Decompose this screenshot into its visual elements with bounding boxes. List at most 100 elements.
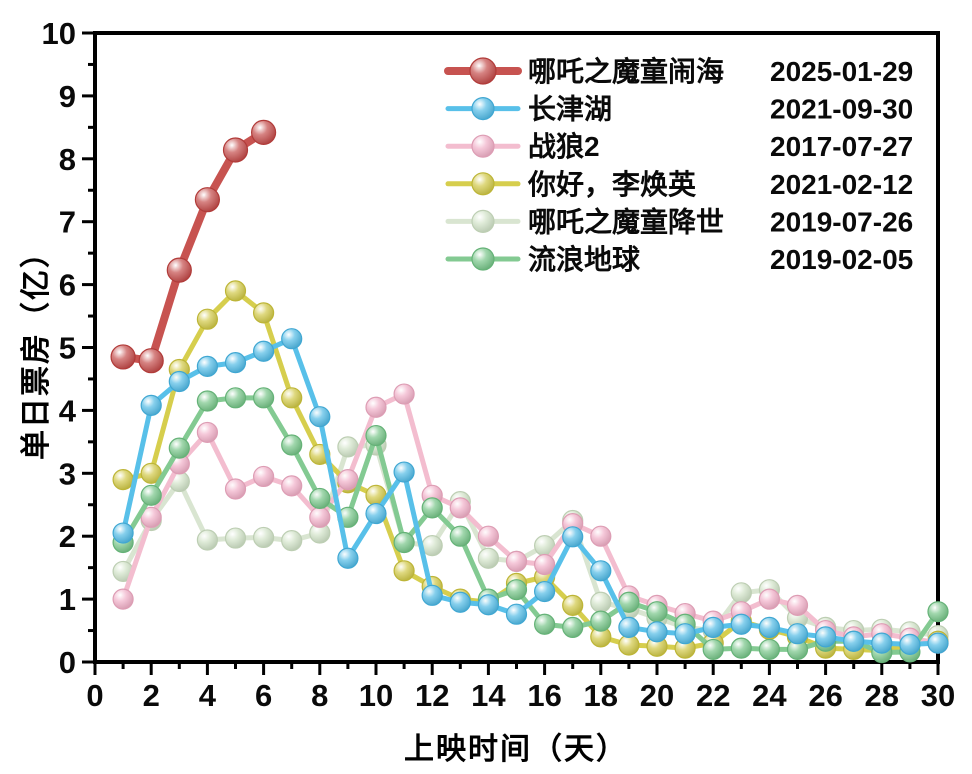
y-axis-ticks: 0 1 2 3 4 5 6 7 8 9 10 — [42, 16, 95, 680]
data-point-liulangdiqiu-day15 — [505, 579, 528, 601]
x-tick-label: 26 — [808, 678, 842, 713]
legend-date-liulangdiqiu: 2019-02-05 — [770, 244, 913, 275]
x-tick-label: 10 — [359, 678, 393, 713]
data-point-lihuanying-day19 — [618, 634, 640, 656]
data-point-zhanlang2-day9 — [337, 468, 359, 491]
data-point-zhanlang2-day8 — [309, 506, 331, 528]
data-point-changjinhu-day12 — [421, 584, 443, 606]
legend-item-lihuanying: 你好，李焕英 2021-02-12 — [445, 169, 913, 200]
data-point-changjinhu-day30 — [927, 632, 949, 654]
data-point-changjinhu-day29 — [899, 633, 921, 655]
series-nezha2 — [110, 119, 277, 374]
legend-label-liulangdiqiu: 流浪地球 — [528, 243, 641, 275]
legend-date-nezha1: 2019-07-26 — [770, 206, 913, 237]
legend-item-nezha2: 哪吒之魔童闹海 2025-01-29 — [444, 55, 913, 87]
data-point-changjinhu-day28 — [871, 632, 893, 654]
legend-marker-nezha2 — [469, 57, 497, 85]
legend-marker-lihuanying — [471, 172, 495, 196]
x-tick-label: 4 — [199, 678, 217, 713]
legend-label-lihuanying: 你好，李焕英 — [527, 169, 697, 200]
legend-item-zhanlang2: 战狼2 2017-07-27 — [445, 130, 913, 162]
data-point-changjinhu-day20 — [646, 621, 668, 643]
data-point-nezha1-day5 — [224, 527, 247, 549]
data-point-liulangdiqiu-day22 — [702, 638, 724, 661]
data-point-liulangdiqiu-day5 — [224, 387, 247, 409]
x-tick-label: 20 — [640, 678, 674, 713]
data-point-lihuanying-day6 — [253, 302, 275, 324]
y-tick-label: 8 — [59, 142, 76, 177]
x-axis-label: 上映时间（天） — [404, 733, 628, 766]
data-point-liulangdiqiu-day8 — [309, 487, 331, 510]
data-point-liulangdiqiu-day11 — [393, 531, 415, 554]
data-point-lihuanying-day4 — [196, 308, 218, 330]
y-tick-label: 6 — [59, 268, 76, 303]
data-point-changjinhu-day15 — [505, 603, 528, 625]
legend-marker-nezha1 — [471, 209, 495, 233]
x-tick-label: 14 — [471, 678, 506, 713]
data-point-changjinhu-day13 — [449, 591, 471, 613]
data-point-nezha1-day12 — [421, 535, 443, 557]
data-point-liulangdiqiu-day2 — [140, 484, 162, 506]
legend-label-changjinhu: 长津湖 — [528, 94, 612, 125]
data-point-lihuanying-day1 — [112, 468, 134, 491]
legend-item-changjinhu: 长津湖 2021-09-30 — [445, 94, 913, 125]
legend-date-zhanlang2: 2017-07-27 — [770, 131, 913, 162]
x-tick-label: 18 — [584, 678, 618, 713]
legend-label-nezha1: 哪吒之魔童降世 — [528, 205, 724, 237]
x-tick-label: 0 — [86, 678, 103, 713]
data-point-lihuanying-day7 — [281, 387, 303, 409]
x-tick-label: 6 — [255, 678, 272, 713]
data-point-lihuanying-day2 — [140, 462, 162, 484]
legend-date-nezha2: 2025-01-29 — [770, 56, 913, 87]
data-point-nezha2-day4 — [194, 187, 220, 213]
y-tick-label: 10 — [42, 16, 76, 51]
y-tick-label: 3 — [59, 456, 76, 491]
data-point-changjinhu-day21 — [674, 623, 696, 645]
legend-label-zhanlang2: 战狼2 — [528, 130, 600, 162]
series-nezha1 — [112, 434, 949, 647]
legend-label-nezha2: 哪吒之魔童闹海 — [528, 55, 724, 87]
data-point-nezha1-day14 — [477, 547, 499, 569]
data-point-changjinhu-day8 — [309, 406, 331, 428]
data-point-changjinhu-day11 — [393, 461, 415, 483]
data-point-changjinhu-day27 — [843, 630, 865, 652]
data-point-changjinhu-day14 — [477, 594, 499, 616]
y-tick-label: 2 — [59, 519, 76, 554]
x-tick-label: 24 — [752, 678, 787, 713]
data-point-zhanlang2-day10 — [365, 396, 387, 418]
y-tick-label: 7 — [59, 205, 76, 240]
data-point-liulangdiqiu-day7 — [281, 434, 303, 456]
series-line-liulangdiqiu — [120, 395, 941, 656]
legend-marker-changjinhu — [471, 96, 495, 121]
legend-date-lihuanying: 2021-02-12 — [770, 169, 913, 200]
data-point-changjinhu-day16 — [533, 580, 556, 603]
data-point-zhanlang2-day13 — [449, 497, 471, 519]
y-tick-label: 5 — [59, 331, 76, 366]
legend-date-changjinhu: 2021-09-30 — [770, 94, 913, 125]
legend: 哪吒之魔童闹海 2025-01-29 长津湖 2021-09-30 战狼2 2017-07… — [444, 55, 913, 275]
y-tick-label: 4 — [59, 393, 77, 428]
data-point-nezha1-day9 — [337, 436, 359, 458]
x-axis-ticks: 0 2 4 6 8 10 12 14 16 18 20 22 24 26 28 30 — [86, 662, 955, 713]
data-point-changjinhu-day23 — [730, 613, 752, 635]
data-point-nezha1-day7 — [281, 530, 303, 552]
data-point-liulangdiqiu-day30 — [927, 601, 949, 623]
data-point-nezha2-day5 — [222, 137, 249, 163]
data-point-changjinhu-day9 — [337, 547, 359, 569]
data-point-zhanlang2-day6 — [253, 465, 275, 488]
data-point-liulangdiqiu-day16 — [533, 613, 556, 635]
x-tick-label: 30 — [921, 678, 955, 713]
legend-marker-liulangdiqiu — [471, 247, 495, 271]
data-point-lihuanying-day11 — [393, 560, 415, 582]
series-changjinhu — [112, 328, 949, 655]
data-point-liulangdiqiu-day23 — [730, 637, 752, 659]
data-point-zhanlang2-day2 — [140, 506, 162, 528]
data-point-liulangdiqiu-day24 — [758, 638, 781, 661]
data-point-changjinhu-day3 — [168, 370, 190, 393]
series-line-lihuanying — [120, 288, 941, 654]
data-point-nezha1-day18 — [590, 591, 612, 613]
data-point-changjinhu-day7 — [281, 328, 303, 350]
series-line-nezha2 — [119, 128, 268, 365]
